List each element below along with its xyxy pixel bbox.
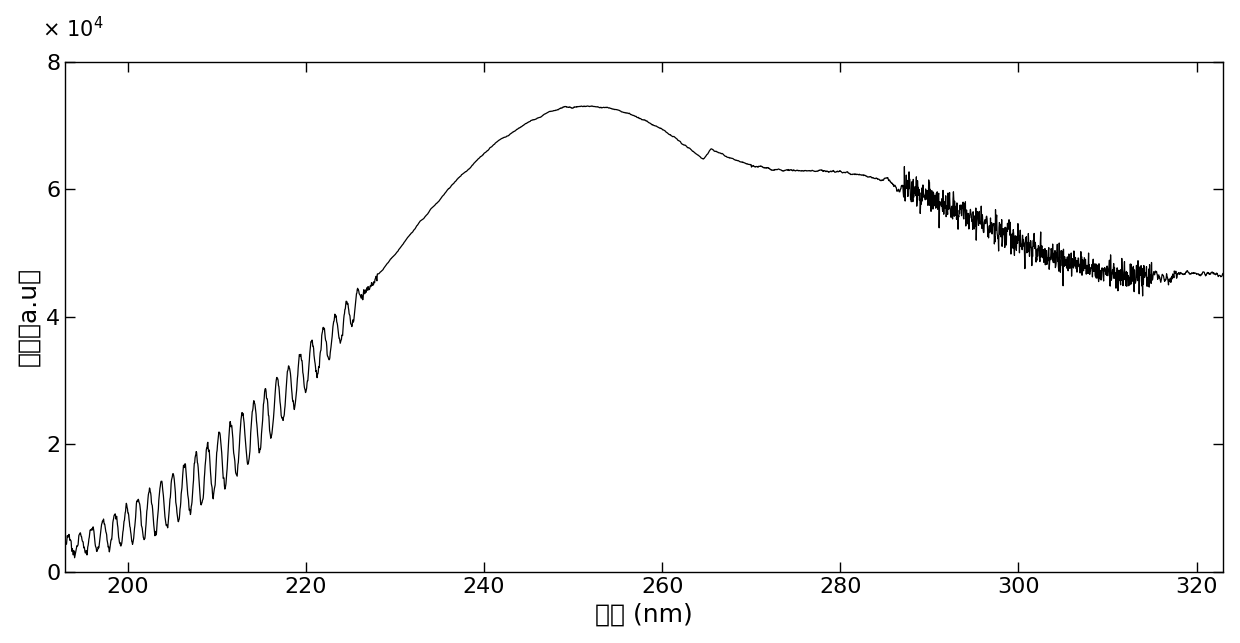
Y-axis label: 光强（a.u）: 光强（a.u） — [16, 267, 41, 367]
Text: $\times\ 10^{4}$: $\times\ 10^{4}$ — [42, 16, 104, 41]
X-axis label: 波长 (nm): 波长 (nm) — [595, 602, 693, 626]
